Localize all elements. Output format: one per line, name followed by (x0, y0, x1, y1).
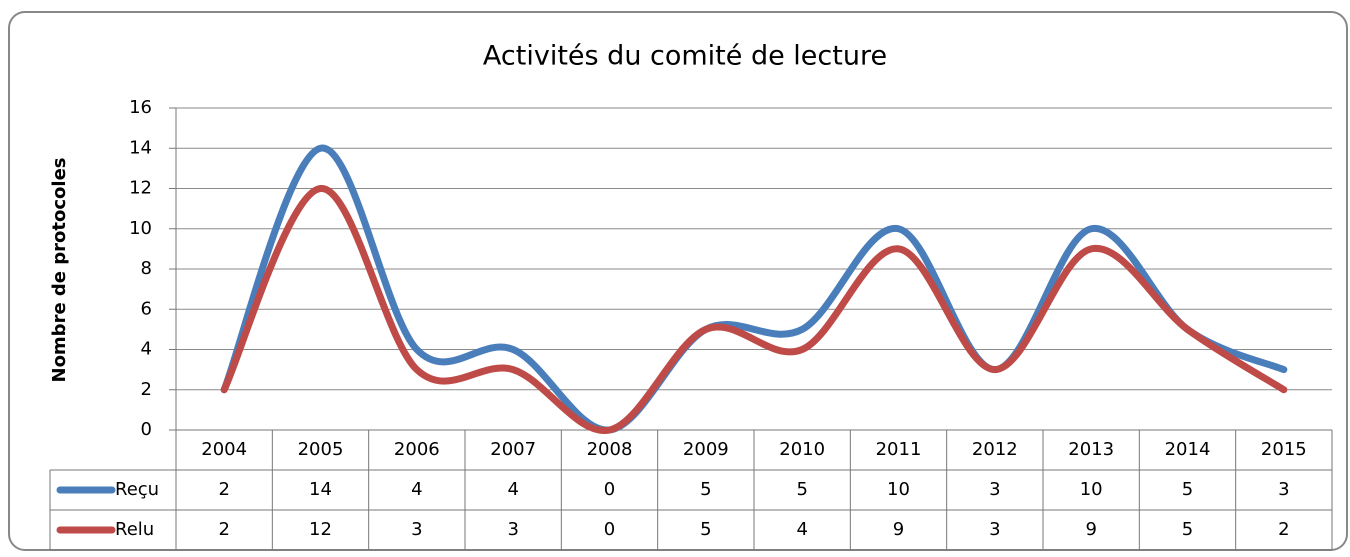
x-tick-label: 2007 (490, 439, 536, 460)
table-value: 4 (507, 479, 518, 500)
table-value: 3 (989, 519, 1000, 540)
table-value: 5 (1182, 519, 1193, 540)
x-tick-label: 2010 (779, 439, 825, 460)
y-axis-label: Nombre de protocoles (49, 157, 70, 382)
x-tick-label: 2012 (972, 439, 1018, 460)
table-value: 10 (1080, 479, 1103, 500)
x-tick-label: 2009 (683, 439, 729, 460)
table-value: 3 (411, 519, 422, 540)
table-value: 14 (309, 479, 332, 500)
table-value: 9 (893, 519, 904, 540)
series-line (220, 185, 1288, 434)
table-value: 5 (796, 479, 807, 500)
series-line (220, 144, 1288, 434)
chart-title: Activités du comité de lecture (483, 41, 887, 72)
table-value: 5 (700, 479, 711, 500)
table-value: 3 (1278, 479, 1289, 500)
table-value: 2 (218, 519, 229, 540)
x-tick-label: 2006 (394, 439, 440, 460)
legend-label: Relu (115, 519, 154, 540)
x-tick-label: 2005 (298, 439, 344, 460)
x-tick-label: 2004 (201, 439, 247, 460)
table-value: 0 (604, 479, 615, 500)
y-tick-label: 6 (141, 298, 152, 319)
x-tick-label: 2015 (1261, 439, 1307, 460)
y-tick-label: 2 (141, 379, 152, 400)
table-value: 5 (1182, 479, 1193, 500)
y-tick-label: 14 (129, 137, 152, 158)
table-value: 2 (218, 479, 229, 500)
table-value: 12 (309, 519, 332, 540)
y-tick-label: 4 (141, 339, 152, 360)
y-tick-label: 10 (129, 218, 152, 239)
legend-label: Reçu (115, 479, 159, 500)
x-tick-label: 2008 (587, 439, 633, 460)
table-value: 9 (1085, 519, 1096, 540)
y-tick-label: 12 (129, 178, 152, 199)
y-tick-label: 0 (141, 419, 152, 440)
x-tick-label: 2013 (1068, 439, 1114, 460)
table-value: 3 (507, 519, 518, 540)
y-tick-label: 8 (141, 258, 152, 279)
y-tick-label: 16 (129, 97, 152, 118)
table-value: 4 (796, 519, 807, 540)
table-value: 10 (887, 479, 910, 500)
x-tick-label: 2011 (876, 439, 922, 460)
table-value: 5 (700, 519, 711, 540)
table-value: 2 (1278, 519, 1289, 540)
table-value: 0 (604, 519, 615, 540)
table-value: 4 (411, 479, 422, 500)
x-tick-label: 2014 (1165, 439, 1211, 460)
table-value: 3 (989, 479, 1000, 500)
